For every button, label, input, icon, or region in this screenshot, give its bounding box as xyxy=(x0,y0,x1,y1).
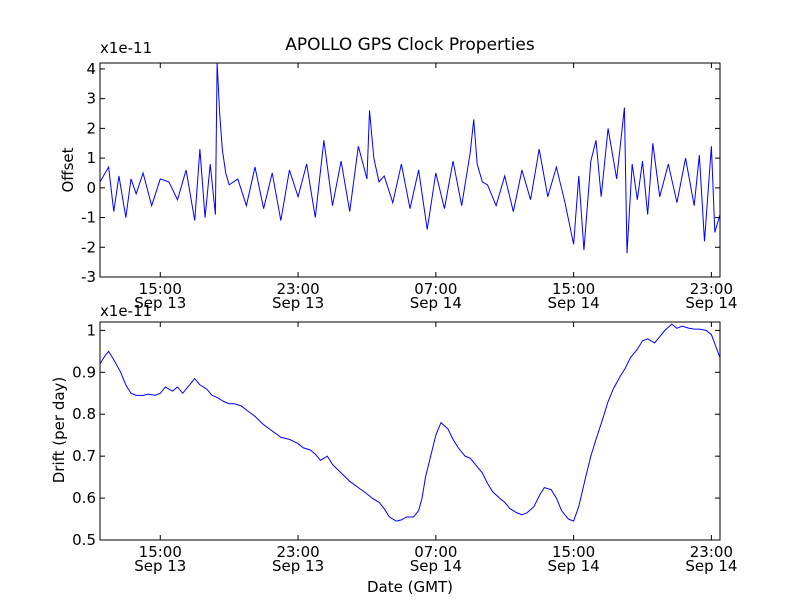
drift-plot-frame xyxy=(99,321,721,541)
offset-series-line xyxy=(100,63,720,254)
offset-y-tick-label: 3 xyxy=(86,90,96,108)
offset-scale-label: x1e-11 xyxy=(100,39,152,57)
drift-x-tick-time: 15:00 xyxy=(552,543,595,561)
drift-x-tick-date: Sep 13 xyxy=(134,557,186,575)
offset-y-tick-label: -2 xyxy=(81,238,96,256)
drift-y-tick-label: 0.7 xyxy=(72,447,96,465)
offset-x-tick-date: Sep 14 xyxy=(548,294,600,312)
drift-x-tick-date: Sep 14 xyxy=(685,557,737,575)
drift-x-tick-time: 23:00 xyxy=(690,543,733,561)
drift-x-tick-time: 23:00 xyxy=(276,543,319,561)
drift-x-tick-date: Sep 14 xyxy=(548,557,600,575)
offset-y-tick-label: 1 xyxy=(86,149,96,167)
offset-y-tick-label: 4 xyxy=(86,60,96,78)
offset-x-tick-time: 15:00 xyxy=(552,280,595,298)
drift-x-tick-time: 15:00 xyxy=(139,543,182,561)
offset-x-tick-time: 23:00 xyxy=(690,280,733,298)
offset-x-tick-date: Sep 14 xyxy=(410,294,462,312)
drift-y-axis-label: Drift (per day) xyxy=(50,377,68,484)
drift-y-tick-label: 0.5 xyxy=(72,531,96,549)
offset-y-tick-label: 2 xyxy=(86,119,96,137)
drift-x-tick-date: Sep 14 xyxy=(410,557,462,575)
offset-y-tick-label: -1 xyxy=(81,209,96,227)
offset-y-axis-label: Offset xyxy=(59,147,77,192)
drift-panel: x1e-11 Drift (per day) 0.5 0.6 0.7 0.8 0.9 1 1… xyxy=(50,302,737,575)
x-axis-label: Date (GMT) xyxy=(367,578,453,596)
drift-x-tick-date: Sep 13 xyxy=(272,557,324,575)
drift-y-tick-label: 1 xyxy=(86,321,96,339)
offset-plot-frame xyxy=(99,62,721,278)
drift-x-tick-time: 07:00 xyxy=(414,543,457,561)
offset-x-tick-time: 23:00 xyxy=(276,280,319,298)
offset-y-tick-label: 0 xyxy=(86,179,96,197)
drift-series-line xyxy=(100,323,720,522)
offset-x-tick-time: 15:00 xyxy=(139,280,182,298)
offset-x-tick-date: Sep 14 xyxy=(685,294,737,312)
offset-x-tick-date: Sep 13 xyxy=(272,294,324,312)
drift-y-tick-label: 0.9 xyxy=(72,363,96,381)
figure-title: APOLLO GPS Clock Properties xyxy=(285,35,535,55)
offset-y-tick-label: -3 xyxy=(81,268,96,286)
drift-y-tick-label: 0.6 xyxy=(72,489,96,507)
drift-scale-label: x1e-11 xyxy=(100,302,152,320)
offset-x-tick-date: Sep 13 xyxy=(134,294,186,312)
offset-x-tick-time: 07:00 xyxy=(414,280,457,298)
drift-y-tick-label: 0.8 xyxy=(72,405,96,423)
